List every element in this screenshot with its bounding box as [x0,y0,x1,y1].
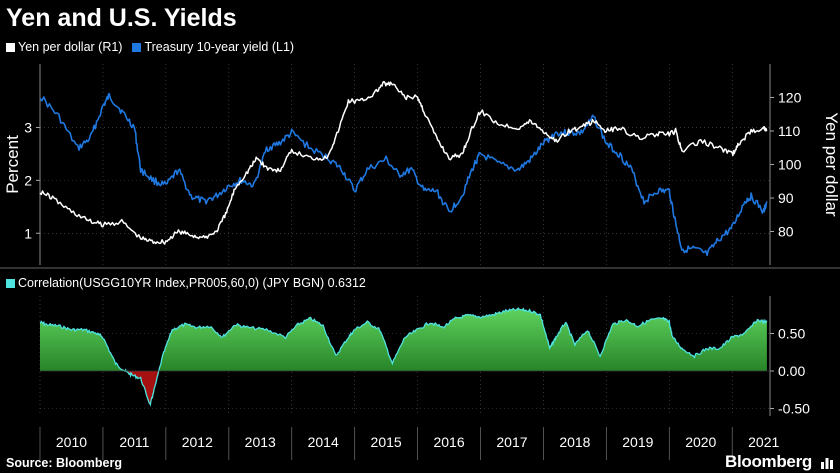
y-tick-label-right: 80 [778,224,794,240]
correlation-area-positive [40,308,767,371]
legend-item-treasury: Treasury 10-year yield (L1) [132,40,294,54]
y-tick-label-right: 100 [778,157,802,173]
legend-item-yen: Yen per dollar (R1) [6,40,122,54]
chart-title: Yen and U.S. Yields [6,4,237,32]
x-tick-label: 2020 [685,434,716,450]
yen-swatch [6,42,15,52]
x-tick-label: 2015 [371,434,402,450]
y-tick-label-left: 2 [24,172,32,188]
x-tick-label: 2010 [56,434,87,450]
treasury-swatch [132,42,142,52]
x-tick-label: 2019 [622,434,653,450]
y-axis-label-right: Yen per dollar [822,112,840,217]
legend-label-yen: Yen per dollar (R1) [18,40,123,54]
correlation-legend-label: Correlation(USGG10YR Index,PR005,60,0) (… [18,276,366,290]
correlation-line [39,307,768,408]
bloomberg-logo: Bloomberg [724,452,812,471]
correlation-swatch [6,278,15,288]
x-tick-label: 2016 [433,434,464,450]
x-tick-label: 2011 [119,434,149,450]
top-legend: Yen per dollar (R1) Treasury 10-year yie… [6,40,294,54]
x-tick-label: 2013 [245,434,276,450]
y-tick-label-right: 90 [778,190,794,206]
x-tick-label: 2012 [182,434,213,450]
x-tick-label: 2018 [559,434,590,450]
correlation-legend: Correlation(USGG10YR Index,PR005,60,0) (… [6,276,366,290]
x-tick-label: 2017 [496,434,527,450]
y-axis-label-left: Percent [3,135,22,194]
source-note: Source: Bloomberg [6,456,122,470]
y-tick-label-right: 110 [778,123,801,139]
y-tick-label-left: 1 [24,225,32,241]
corr-y-tick-label: -0.50 [778,401,810,417]
legend-label-treasury: Treasury 10-year yield (L1) [144,40,295,54]
y-tick-label-left: 3 [24,119,32,135]
treasury-yield-line [39,93,768,257]
corr-y-tick-label: 0.00 [778,363,805,379]
terminal-icon [821,458,833,469]
x-tick-label: 2021 [748,434,779,450]
yen-per-dollar-line [39,80,768,245]
y-tick-label-right: 120 [778,90,802,106]
corr-y-tick-label: 0.50 [778,326,805,342]
x-tick-label: 2014 [308,434,339,450]
